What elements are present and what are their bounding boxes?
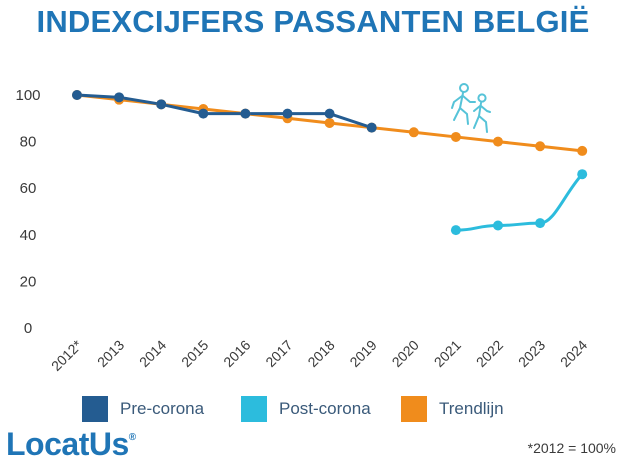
legend-swatch-trendlijn [401,396,427,422]
x-tick-label: 2020 [389,337,422,370]
y-axis-ticks: 0 20 40 60 80 100 [15,87,40,337]
legend-swatch-pre-corona [82,396,108,422]
logo-registered-mark: ® [128,432,136,443]
legend-trendlijn: Trendlijn [401,396,504,422]
x-tick-label: 2023 [515,337,548,370]
y-tick-label: 40 [20,227,37,244]
point-trendlijn [493,136,503,147]
logo-text: LocatUs [6,426,129,462]
legend-swatch-post-corona [241,396,267,422]
point-trendlijn [577,145,588,156]
locatus-logo: LocatUs® [6,426,136,463]
legend-label-trendlijn: Trendlijn [439,399,504,418]
point-trendlijn [324,117,335,128]
point-post-corona [577,169,588,180]
point-post-corona [493,220,503,231]
x-tick-label: 2022 [473,337,506,370]
legend-label-post-corona: Post-corona [279,399,371,418]
y-tick-label: 100 [15,87,40,104]
y-tick-label: 0 [24,320,32,337]
x-tick-label: 2017 [262,337,295,370]
x-tick-label: 2012* [48,336,86,374]
x-axis-ticks: 2012* 2013 2014 2015 2016 2017 2018 2019 2020 202… [48,336,591,374]
x-tick-label: 2014 [136,337,169,370]
x-tick-label: 2016 [220,337,253,370]
legend-post-corona: Post-corona [241,396,371,422]
point-pre-corona [198,108,209,119]
walking-people-icon [451,83,491,133]
x-tick-label: 2019 [346,337,379,370]
point-pre-corona [72,90,82,100]
point-pre-corona [282,108,293,119]
line-post-corona [454,172,584,232]
x-tick-label: 2018 [304,337,337,370]
x-tick-label: 2024 [557,337,590,370]
chart-title: INDEXCIJFERS PASSANTEN BELGIË [36,4,590,39]
point-pre-corona [366,122,377,133]
legend-pre-corona: Pre-corona [82,396,204,422]
point-post-corona [450,225,461,236]
point-trendlijn [535,141,546,152]
point-post-corona [535,218,546,229]
x-tick-label: 2015 [178,337,211,370]
y-tick-label: 20 [20,273,37,290]
point-pre-corona [240,108,251,119]
footnote: *2012 = 100% [527,440,616,456]
point-pre-corona [156,99,167,110]
point-pre-corona [324,108,335,119]
line-pre-corona [75,93,374,130]
point-trendlijn [408,127,419,138]
x-tick-label: 2021 [431,337,464,370]
y-tick-label: 60 [20,180,37,197]
point-trendlijn [450,131,461,142]
chart-legend: Pre-corona Post-corona Trendlijn [0,396,626,426]
legend-label-pre-corona: Pre-corona [120,399,205,418]
y-tick-label: 80 [20,134,37,151]
series-points [72,90,588,236]
x-tick-label: 2013 [94,337,127,370]
point-pre-corona [114,92,125,103]
